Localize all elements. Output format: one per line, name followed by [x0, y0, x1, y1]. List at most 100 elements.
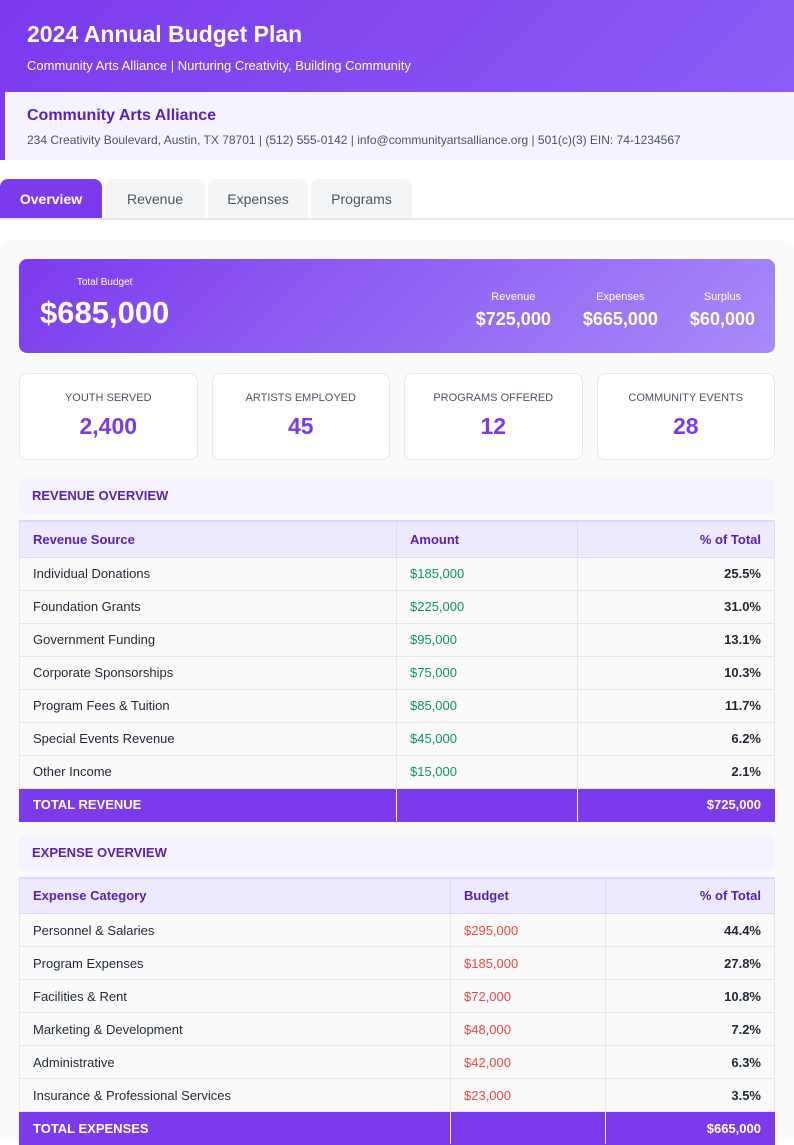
page-title: 2024 Annual Budget Plan: [27, 21, 767, 48]
metric-label: Expenses: [583, 291, 658, 303]
row-amount: $295,000: [451, 914, 606, 947]
row-label: Insurance & Professional Services: [20, 1079, 451, 1112]
stats-row: YOUTH SERVED 2,400 ARTISTS EMPLOYED 45 PROGR…: [19, 373, 775, 460]
org-name: Community Arts Alliance: [27, 107, 772, 125]
row-amount: $75,000: [397, 656, 578, 689]
total-label: TOTAL REVENUE: [20, 788, 397, 821]
metric-value: $665,000: [583, 309, 658, 330]
row-percent: 11.7%: [578, 689, 775, 722]
total-value: $665,000: [606, 1112, 775, 1145]
row-amount: $85,000: [397, 689, 578, 722]
total-spacer: [397, 788, 578, 821]
row-label: Corporate Sponsorships: [20, 656, 397, 689]
row-amount: $95,000: [397, 623, 578, 656]
tab-programs[interactable]: Programs: [311, 179, 412, 218]
total-budget-label: Total Budget: [40, 277, 169, 288]
row-percent: 25.5%: [578, 557, 775, 590]
stat-card: COMMUNITY EVENTS 28: [597, 373, 776, 460]
stat-card: ARTISTS EMPLOYED 45: [212, 373, 391, 460]
column-header: Expense Category: [20, 878, 451, 914]
row-percent: 44.4%: [606, 914, 775, 947]
stat-value: 45: [213, 413, 390, 440]
row-amount: $48,000: [451, 1013, 606, 1046]
row-percent: 2.1%: [578, 755, 775, 788]
total-row: TOTAL REVENUE$725,000: [20, 788, 775, 821]
stat-value: 2,400: [20, 413, 197, 440]
organization-info: Community Arts Alliance 234 Creativity B…: [0, 92, 794, 160]
tab-expenses[interactable]: Expenses: [208, 179, 308, 218]
stat-label: COMMUNITY EVENTS: [598, 392, 775, 404]
tab-revenue[interactable]: Revenue: [105, 179, 205, 218]
page-subtitle: Community Arts Alliance | Nurturing Crea…: [27, 58, 767, 73]
stat-value: 28: [598, 413, 775, 440]
stat-label: YOUTH SERVED: [20, 392, 197, 404]
row-amount: $15,000: [397, 755, 578, 788]
row-percent: 13.1%: [578, 623, 775, 656]
row-amount: $185,000: [451, 947, 606, 980]
revenue-section-title: REVENUE OVERVIEW: [19, 479, 775, 514]
total-label: TOTAL EXPENSES: [20, 1112, 451, 1145]
row-label: Foundation Grants: [20, 590, 397, 623]
row-label: Individual Donations: [20, 557, 397, 590]
stat-card: YOUTH SERVED 2,400: [19, 373, 198, 460]
row-percent: 31.0%: [578, 590, 775, 623]
row-percent: 7.2%: [606, 1013, 775, 1046]
row-percent: 6.2%: [578, 722, 775, 755]
row-percent: 6.3%: [606, 1046, 775, 1079]
row-amount: $45,000: [397, 722, 578, 755]
metric-label: Revenue: [476, 291, 551, 303]
total-budget-value: $685,000: [40, 295, 169, 331]
row-amount: $42,000: [451, 1046, 606, 1079]
column-header: % of Total: [578, 521, 775, 557]
row-label: Marketing & Development: [20, 1013, 451, 1046]
row-label: Personnel & Salaries: [20, 914, 451, 947]
overview-content: Total Budget $685,000 Revenue $725,000 Ex…: [0, 240, 794, 1140]
row-label: Other Income: [20, 755, 397, 788]
column-header: Amount: [397, 521, 578, 557]
row-amount: $23,000: [451, 1079, 606, 1112]
tab-overview[interactable]: Overview: [0, 179, 102, 218]
summary-metric-expenses: Expenses $665,000: [583, 291, 658, 353]
metric-value: $60,000: [690, 309, 755, 330]
row-amount: $185,000: [397, 557, 578, 590]
row-label: Facilities & Rent: [20, 980, 451, 1013]
row-label: Administrative: [20, 1046, 451, 1079]
row-amount: $72,000: [451, 980, 606, 1013]
row-label: Program Fees & Tuition: [20, 689, 397, 722]
page-header: 2024 Annual Budget Plan Community Arts A…: [0, 0, 794, 92]
stat-label: ARTISTS EMPLOYED: [213, 392, 390, 404]
org-details: 234 Creativity Boulevard, Austin, TX 787…: [27, 133, 772, 147]
row-amount: $225,000: [397, 590, 578, 623]
expense-section-title: EXPENSE OVERVIEW: [19, 836, 775, 871]
table-row: Insurance & Professional Services$23,000…: [20, 1079, 775, 1112]
budget-summary-card: Total Budget $685,000 Revenue $725,000 Ex…: [19, 259, 775, 353]
stat-label: PROGRAMS OFFERED: [405, 392, 582, 404]
row-percent: 3.5%: [606, 1079, 775, 1112]
stat-card: PROGRAMS OFFERED 12: [404, 373, 583, 460]
metric-label: Surplus: [690, 291, 755, 303]
total-spacer: [451, 1112, 606, 1145]
column-header: % of Total: [606, 878, 775, 914]
row-label: Government Funding: [20, 623, 397, 656]
column-header: Revenue Source: [20, 521, 397, 557]
stat-value: 12: [405, 413, 582, 440]
summary-metric-surplus: Surplus $60,000: [690, 291, 755, 353]
row-label: Program Expenses: [20, 947, 451, 980]
metric-value: $725,000: [476, 309, 551, 330]
